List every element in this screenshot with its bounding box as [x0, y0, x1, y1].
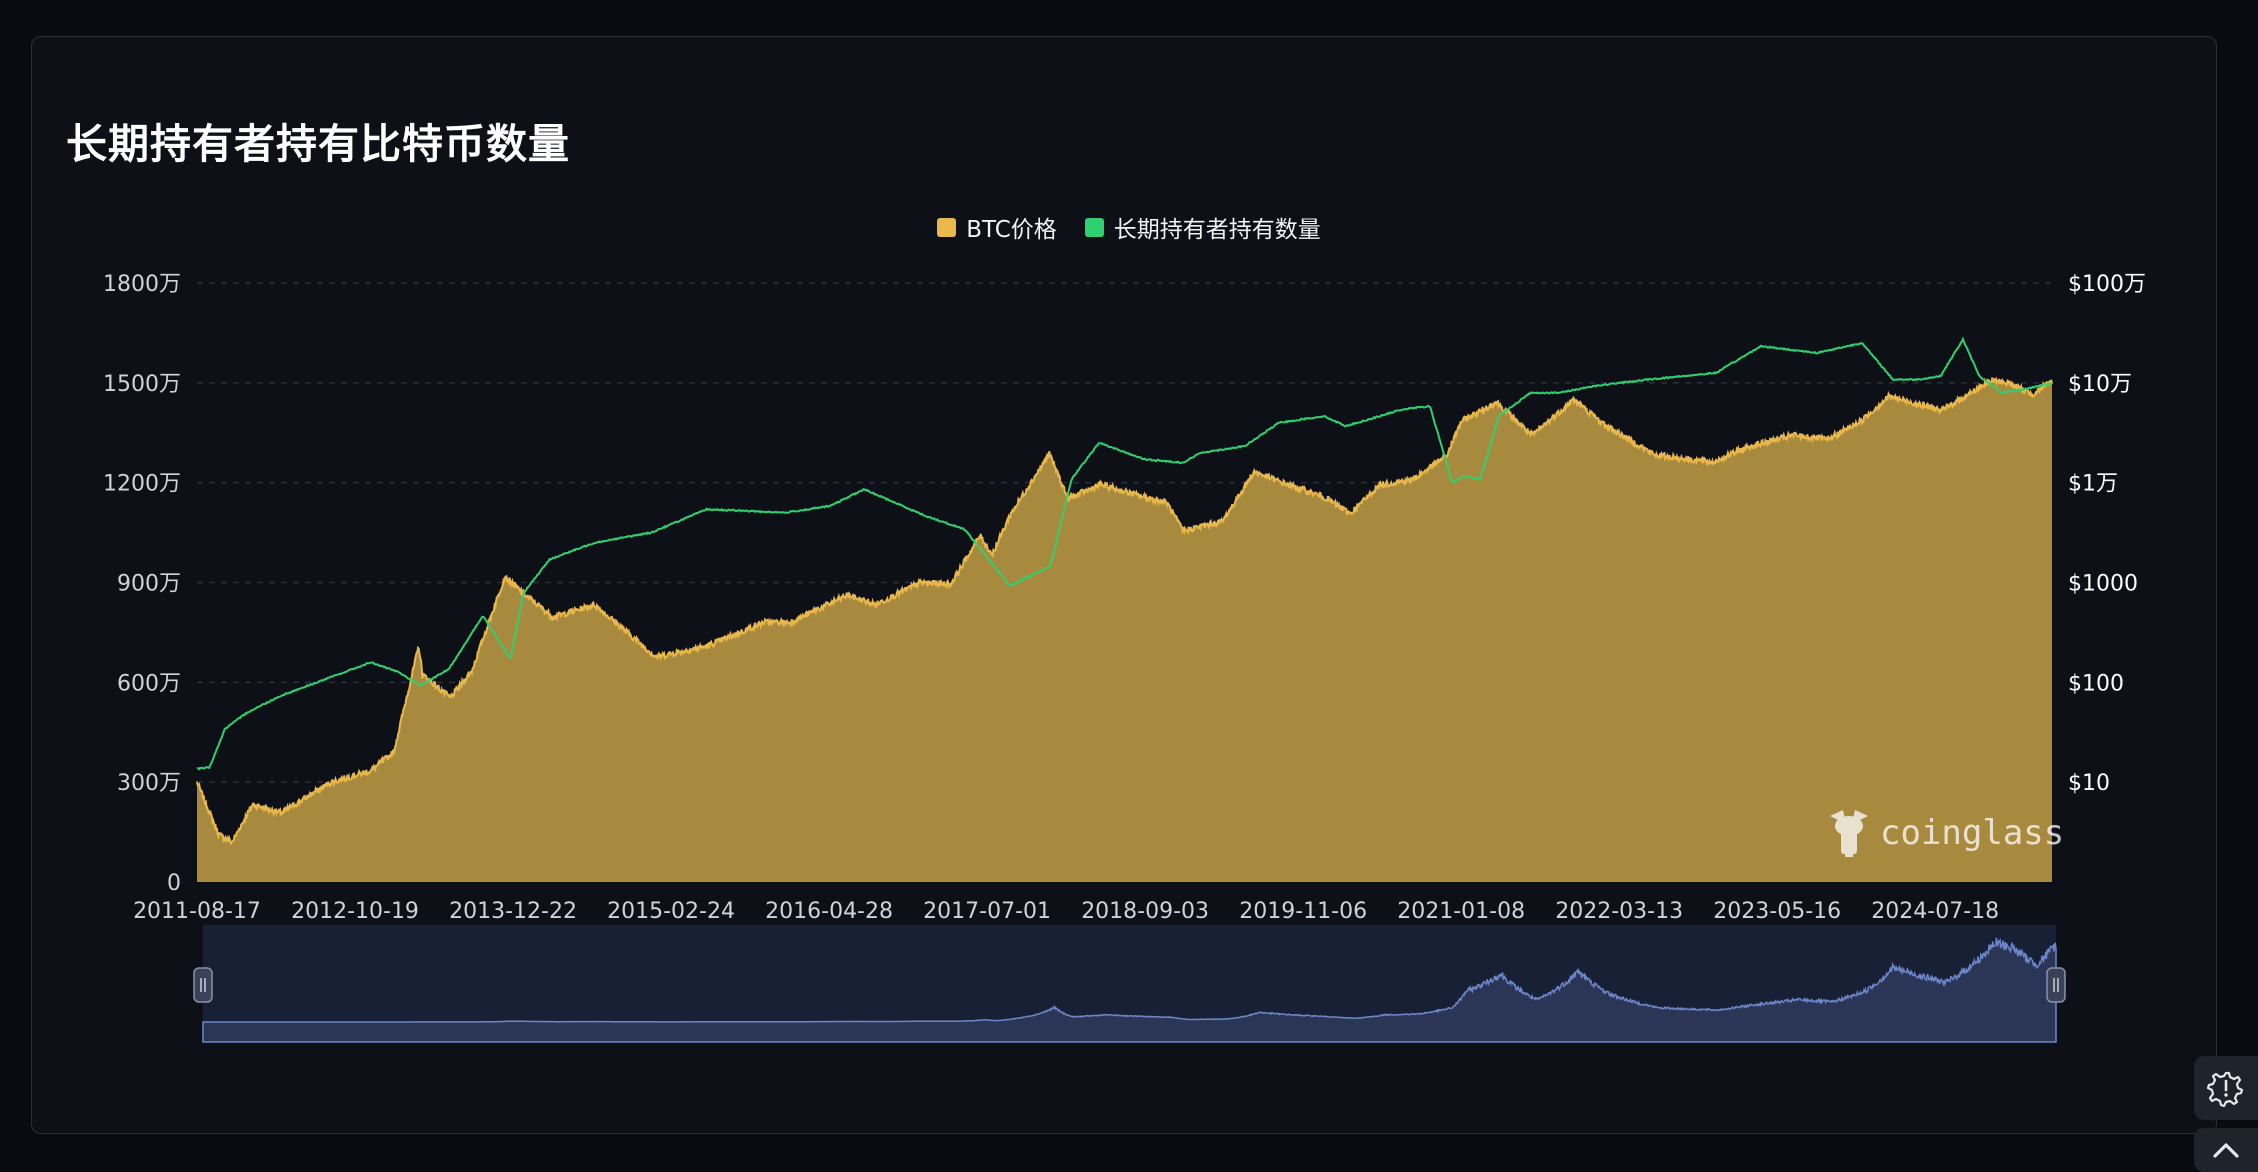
watermark: coinglass [1830, 810, 2064, 857]
y-right-tick-label: $10万 [2068, 372, 2132, 397]
lth-supply-line [196, 336, 2052, 771]
y-left-tick-label: 1800万 [103, 272, 181, 297]
navigator-preview-area [202, 937, 2057, 1043]
navigator-handle-left[interactable] [193, 967, 213, 1003]
legend-swatch-lth-supply [1084, 217, 1104, 237]
scroll-top-button[interactable] [2194, 1128, 2258, 1172]
x-tick-label: 2021-01-08 [1397, 899, 1525, 924]
x-tick-label: 2015-02-24 [607, 899, 735, 924]
page-title: 长期持有者持有比特币数量 [66, 120, 570, 168]
y-left-tick-label: 300万 [117, 771, 181, 796]
y-left-tick-label: 1200万 [103, 472, 181, 497]
y-right-tick-label: $1万 [2068, 472, 2118, 497]
legend-swatch-btc-price [937, 217, 957, 237]
x-tick-label: 2017-07-01 [923, 899, 1051, 924]
watermark-text: coinglass [1880, 813, 2064, 853]
chevron-up-icon [2213, 1143, 2239, 1158]
x-tick-label: 2023-05-16 [1713, 899, 1841, 924]
navigator-handle-right[interactable] [2046, 967, 2066, 1003]
y-right-tick-label: $10 [2068, 771, 2110, 796]
y-left-tick-label: 900万 [117, 572, 181, 597]
legend-label-lth-supply: 长期持有者持有数量 [1113, 217, 1321, 243]
btc-price-line [196, 376, 2053, 846]
time-navigator[interactable] [193, 925, 2066, 1043]
x-tick-label: 2024-07-18 [1871, 899, 1999, 924]
settings-button[interactable] [2194, 1056, 2258, 1120]
navigator-handle-grip [2046, 967, 2066, 1003]
x-tick-label: 2012-10-19 [291, 899, 419, 924]
y-left-tick-label: 600万 [117, 671, 181, 696]
btc-price-area [197, 377, 2052, 882]
x-tick-label: 2018-09-03 [1081, 899, 1209, 924]
legend-item-lth-supply[interactable]: 长期持有者持有数量 [1084, 210, 1321, 244]
x-tick-label: 2019-11-06 [1239, 899, 1367, 924]
x-tick-label: 2013-12-22 [449, 899, 577, 924]
x-tick-label: 2016-04-28 [765, 899, 893, 924]
x-tick-label: 2022-03-13 [1555, 899, 1683, 924]
y-left-tick-label: 0 [167, 871, 181, 896]
coinglass-logo-icon [1830, 810, 1868, 857]
legend-item-btc-price[interactable]: BTC价格 [937, 210, 1057, 244]
navigator-handle-grip [193, 967, 213, 1003]
y-left-tick-label: 1500万 [103, 372, 181, 397]
y-right-tick-label: $1000 [2068, 572, 2138, 597]
y-right-tick-label: $100 [2068, 671, 2124, 696]
legend-label-btc-price: BTC价格 [966, 217, 1057, 243]
settings-gear-icon [2207, 1071, 2244, 1107]
y-right-tick-label: $100万 [2068, 272, 2146, 297]
chart-legend: BTC价格 长期持有者持有数量 [0, 210, 2258, 244]
x-tick-label: 2011-08-17 [133, 899, 261, 924]
